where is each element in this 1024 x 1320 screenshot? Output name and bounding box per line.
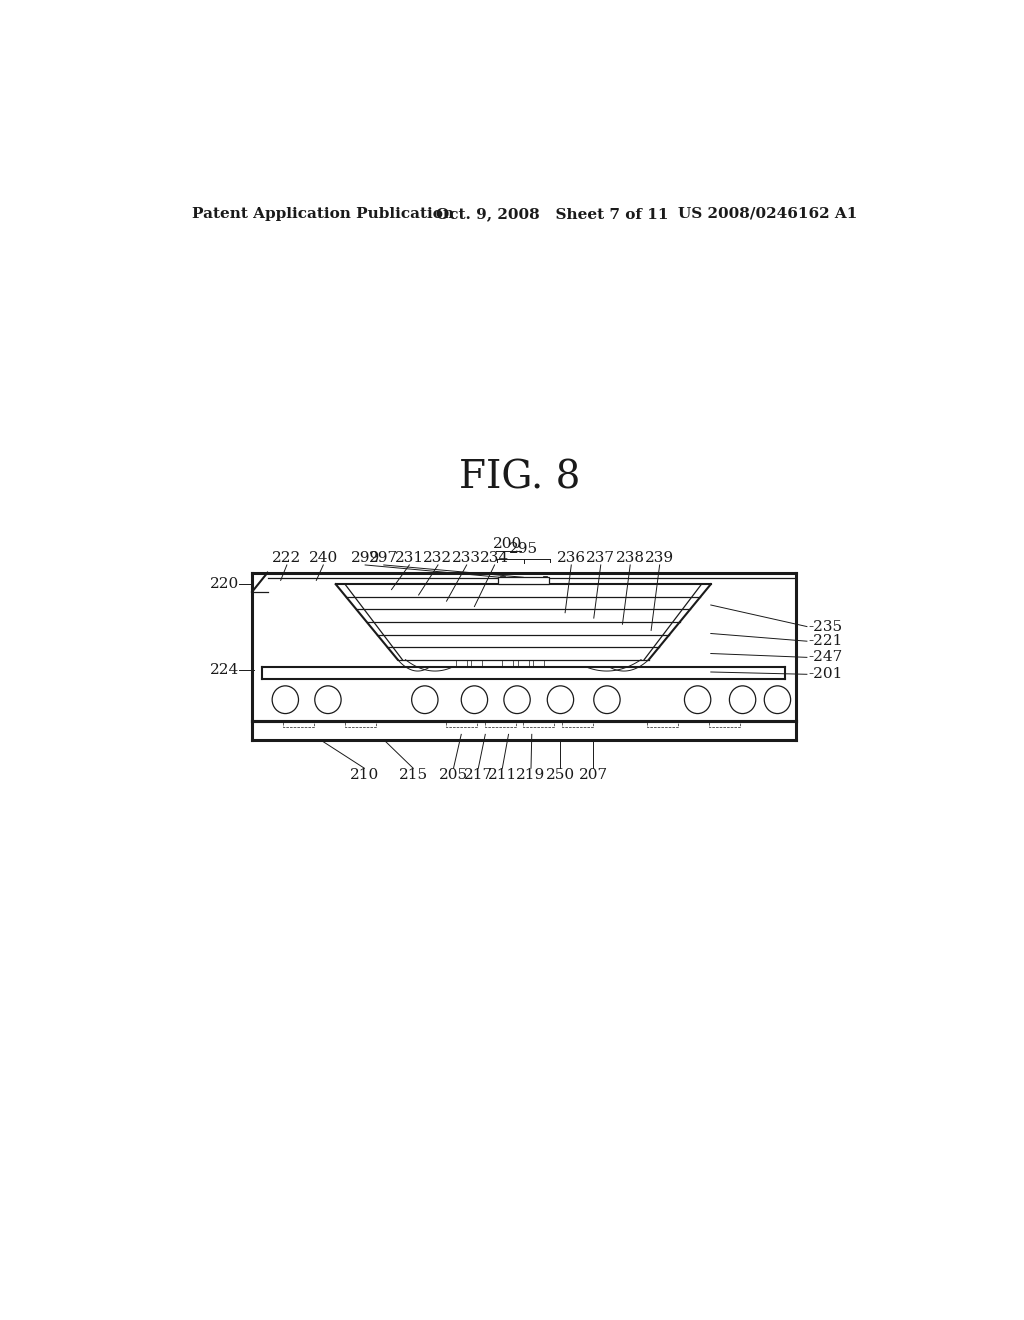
Text: -221: -221 [809, 634, 843, 648]
Ellipse shape [594, 686, 621, 714]
Text: -201: -201 [809, 668, 843, 681]
Ellipse shape [461, 686, 487, 714]
Bar [518, 660, 528, 667]
Ellipse shape [314, 686, 341, 714]
Text: 231: 231 [395, 550, 424, 565]
Ellipse shape [504, 686, 530, 714]
Text: 210: 210 [350, 768, 379, 783]
Bar [445, 721, 477, 726]
Text: US 2008/0246162 A1: US 2008/0246162 A1 [678, 207, 858, 220]
Text: Oct. 9, 2008   Sheet 7 of 11: Oct. 9, 2008 Sheet 7 of 11 [436, 207, 669, 220]
Text: 232: 232 [424, 550, 453, 565]
Bar [500, 576, 505, 578]
Text: 299: 299 [350, 550, 380, 565]
Text: 200: 200 [494, 537, 522, 552]
Bar [471, 660, 482, 667]
Text: 219: 219 [516, 768, 546, 783]
Ellipse shape [729, 686, 756, 714]
Bar [484, 721, 515, 726]
Text: 250: 250 [546, 768, 575, 783]
Bar [562, 721, 593, 726]
Text: 237: 237 [587, 550, 615, 565]
Bar [523, 721, 554, 726]
Text: 233: 233 [453, 550, 481, 565]
Text: 236: 236 [557, 550, 586, 565]
Text: 217: 217 [464, 768, 493, 783]
Text: 239: 239 [645, 550, 674, 565]
Text: 215: 215 [398, 768, 428, 783]
Text: 295: 295 [509, 541, 539, 556]
Bar [498, 577, 549, 585]
Bar [534, 660, 544, 667]
Text: Patent Application Publication: Patent Application Publication [191, 207, 454, 220]
Text: 234: 234 [480, 550, 509, 565]
Bar [710, 721, 740, 726]
Text: 240: 240 [308, 550, 338, 565]
Text: 220: 220 [210, 577, 239, 591]
Ellipse shape [547, 686, 573, 714]
Bar [503, 660, 513, 667]
Text: FIG. 8: FIG. 8 [459, 459, 580, 496]
Text: -235: -235 [809, 619, 843, 634]
Text: 224: 224 [210, 664, 239, 677]
Text: -247: -247 [809, 651, 843, 664]
Text: 211: 211 [487, 768, 517, 783]
Text: 238: 238 [615, 550, 645, 565]
Ellipse shape [412, 686, 438, 714]
Text: 207: 207 [579, 768, 607, 783]
Ellipse shape [684, 686, 711, 714]
Bar [647, 721, 678, 726]
Text: 222: 222 [272, 550, 301, 565]
Ellipse shape [764, 686, 791, 714]
Bar [456, 660, 467, 667]
Ellipse shape [272, 686, 299, 714]
Bar [543, 576, 547, 578]
Text: 205: 205 [439, 768, 468, 783]
Bar [283, 721, 314, 726]
Bar [345, 721, 376, 726]
Text: 297: 297 [370, 550, 398, 565]
